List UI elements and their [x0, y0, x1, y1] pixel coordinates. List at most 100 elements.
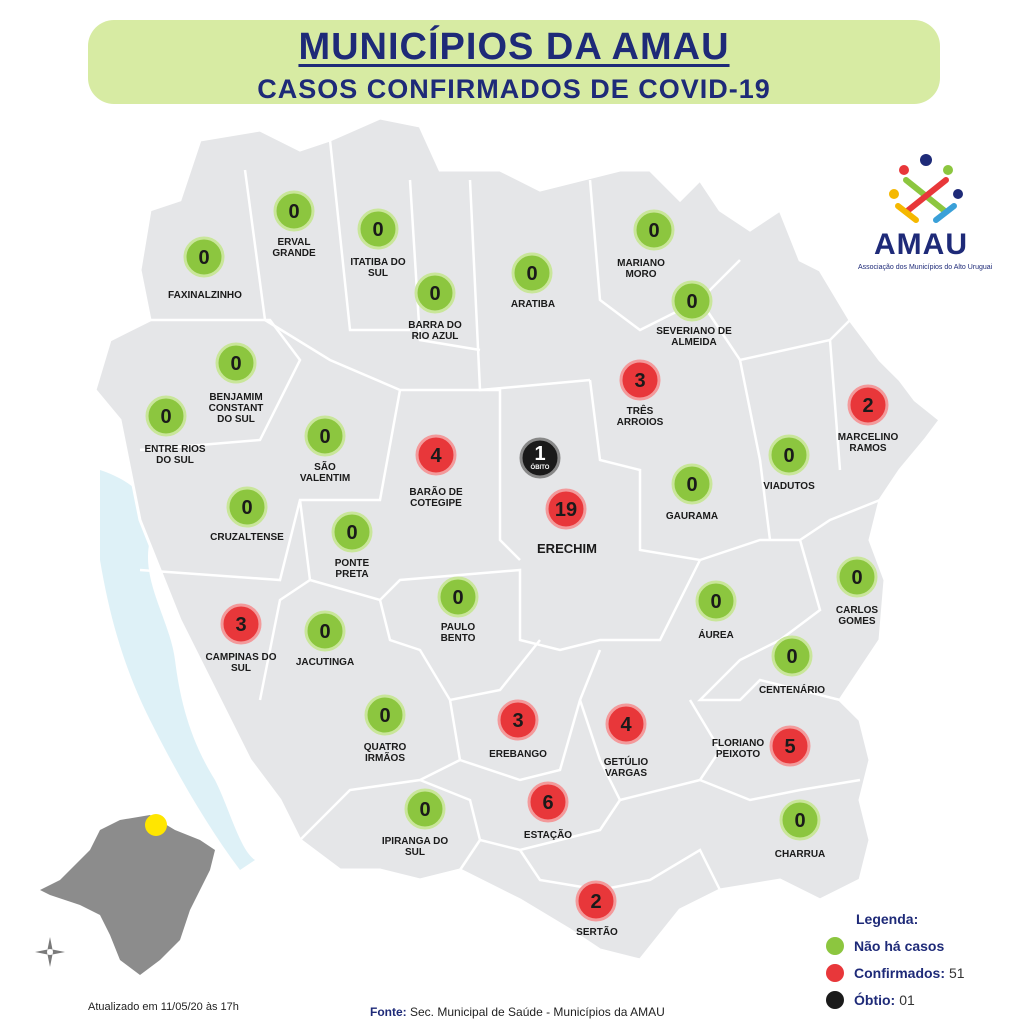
municipality-label: PRETA [335, 569, 368, 580]
case-count: 3 [235, 614, 246, 636]
no-cases-marker [215, 342, 257, 384]
case-count: 0 [419, 799, 430, 821]
case-count: 0 [319, 426, 330, 448]
case-count: 2 [862, 395, 873, 417]
case-count: 0 [648, 220, 659, 242]
municipality-label: FAXINALZINHO [168, 290, 242, 301]
case-count: 0 [429, 283, 440, 305]
legend-item-no-cases: Não há casos [826, 936, 948, 956]
municipality-label: CENTENÁRIO [759, 683, 825, 696]
municipality-label: RAMOS [849, 443, 887, 454]
legend-value: 01 [899, 992, 915, 1008]
legend-label: Não há casos [854, 938, 945, 954]
municipality-label: BARRA DO [408, 320, 462, 331]
no-cases-marker [511, 252, 553, 294]
no-cases-marker [768, 434, 810, 476]
no-cases-marker [145, 395, 187, 437]
municipality-label: SUL [231, 663, 251, 674]
legend-label: Confirmados: [854, 965, 945, 981]
case-count: 0 [686, 291, 697, 313]
municipality-label: QUATRO [364, 742, 407, 753]
municipality-label: DO SUL [217, 414, 255, 425]
municipality-label: BARÃO DE [409, 485, 463, 498]
municipality-label: SEVERIANO DE [656, 326, 732, 337]
source-credit: Fonte: Sec. Municipal de Saúde - Municíp… [370, 1005, 665, 1019]
municipality-label: CHARRUA [775, 849, 826, 860]
confirmed-cases-marker [847, 384, 889, 426]
case-count: 5 [784, 736, 795, 758]
death-marker [519, 437, 561, 479]
case-count: 4 [430, 445, 442, 467]
case-count: 0 [160, 406, 171, 428]
no-cases-marker [183, 236, 225, 278]
no-cases-marker [695, 580, 737, 622]
municipality-label: CAMPINAS DO [205, 652, 276, 663]
case-count: 0 [198, 247, 209, 269]
no-cases-marker [671, 280, 713, 322]
no-cases-marker [273, 190, 315, 232]
municipality-label: ALMEIDA [671, 337, 717, 348]
municipality-label: ARATIBA [511, 299, 555, 310]
municipality-label: VALENTIM [300, 473, 350, 484]
municipality-label: IPIRANGA DO [382, 836, 449, 847]
municipality-label: SUL [405, 847, 425, 858]
region-outline [93, 116, 943, 962]
red-dot-icon [826, 964, 844, 982]
municipality-label: MARCELINO [838, 432, 899, 443]
municipality-label: FLORIANO [712, 738, 764, 749]
municipality-label: ERECHIM [537, 541, 597, 556]
municipality-gaurama: 0 GAURAMA [666, 463, 718, 522]
no-cases-marker [304, 415, 346, 457]
municipality-label: RIO AZUL [412, 331, 459, 342]
municipality-label: CONSTANT [209, 403, 264, 414]
case-count: 6 [542, 792, 553, 814]
title-banner: MUNICÍPIOS DA AMAU CASOS CONFIRMADOS DE … [88, 20, 940, 104]
case-count: 0 [346, 522, 357, 544]
municipality-label: MORO [625, 269, 656, 280]
municipality-faxinalzinho: 0 FAXINALZINHO [168, 236, 242, 301]
municipality-label: SERTÃO [576, 925, 618, 938]
municipality-erebango: 3 EREBANGO [489, 699, 547, 760]
municipality-áurea: 0 ÁUREA [695, 580, 737, 641]
compass-rose-icon [35, 937, 65, 967]
no-cases-marker [779, 799, 821, 841]
death-label: ÓBITO [531, 463, 550, 471]
municipality-label: SÃO [314, 460, 336, 473]
river-water [100, 470, 255, 870]
municipality-label: COTEGIPE [410, 498, 462, 509]
case-count: 0 [851, 567, 862, 589]
municipality-label: PONTE [335, 558, 370, 569]
municipality-label: VIADUTOS [763, 481, 815, 492]
confirmed-cases-marker [220, 603, 262, 645]
confirmed-cases-marker [497, 699, 539, 741]
no-cases-marker [414, 272, 456, 314]
municipality-label: VARGAS [605, 768, 647, 779]
municipality-label: MARIANO [617, 258, 665, 269]
no-cases-marker [633, 209, 675, 251]
no-cases-marker [364, 694, 406, 736]
municipality-sertão: 2 SERTÃO [575, 880, 618, 938]
amau-region-highlight [145, 814, 167, 836]
case-count: 0 [319, 621, 330, 643]
rs-state-shape [40, 815, 215, 975]
no-cases-marker [404, 788, 446, 830]
confirmed-cases-marker [527, 781, 569, 823]
municipality-label: GRANDE [272, 248, 316, 259]
case-count: 19 [555, 499, 577, 521]
municipality-aratiba: 0 ARATIBA [511, 252, 555, 310]
confirmed-cases-marker [605, 703, 647, 745]
confirmed-cases-marker [545, 488, 587, 530]
municipality-label: ERVAL [278, 237, 311, 248]
no-cases-marker [304, 610, 346, 652]
